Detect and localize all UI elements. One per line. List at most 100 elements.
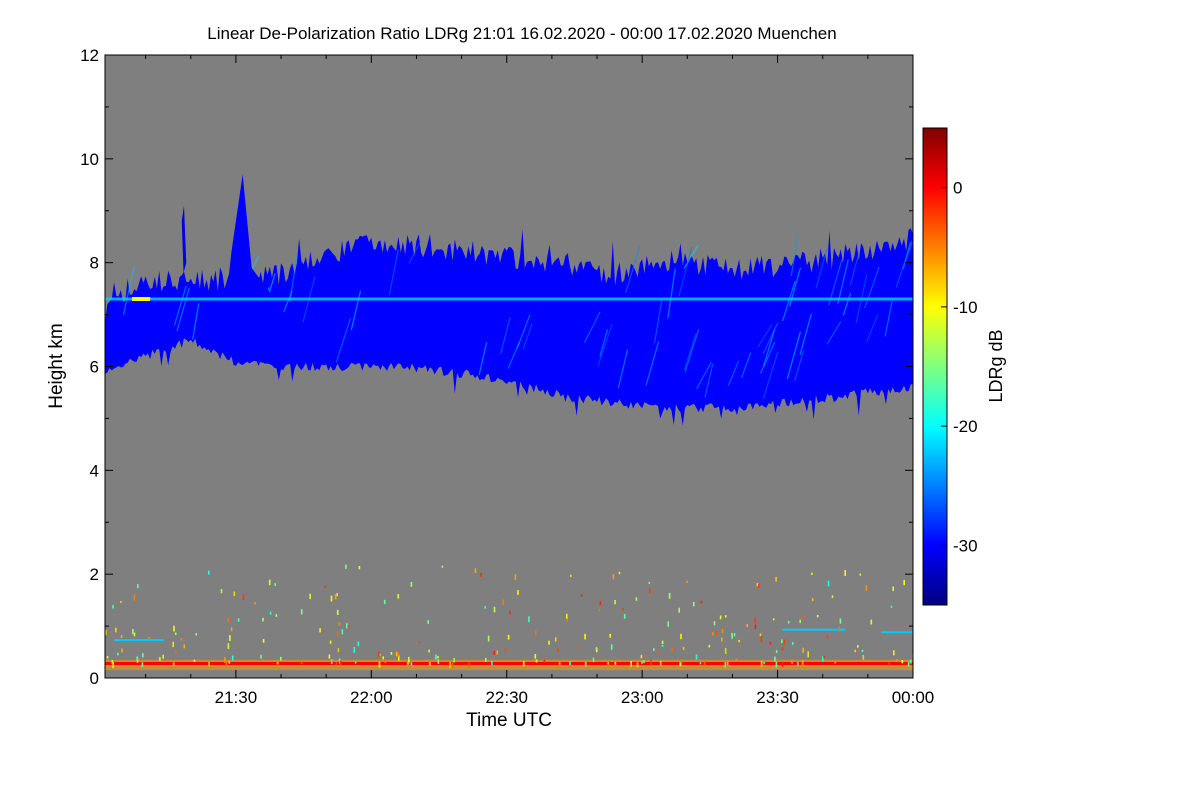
sparse-return <box>754 624 757 630</box>
sparse-return <box>772 618 775 621</box>
sparse-return <box>735 658 738 662</box>
sparse-return <box>577 646 580 649</box>
sparse-return <box>783 639 786 644</box>
sparse-return <box>816 615 819 618</box>
sparse-return <box>910 659 912 664</box>
sparse-return <box>183 644 186 649</box>
sparse-return <box>328 654 331 659</box>
sparse-return <box>700 600 703 604</box>
sparse-return <box>384 660 387 664</box>
sparse-return <box>429 662 431 666</box>
cloud-streak <box>653 298 663 344</box>
sparse-return <box>358 566 361 570</box>
sparse-return <box>485 658 487 662</box>
sparse-return <box>338 622 341 626</box>
x-tick-label: 22:00 <box>350 688 393 707</box>
sparse-return <box>724 648 727 655</box>
sparse-return <box>133 594 136 601</box>
cloud-streak <box>762 351 779 399</box>
sparse-return <box>811 598 814 602</box>
sparse-return <box>901 660 904 664</box>
sparse-return <box>667 621 669 627</box>
sparse-return <box>509 610 511 615</box>
sparse-return <box>111 660 114 665</box>
sparse-return <box>584 661 587 667</box>
sparse-return <box>496 650 499 655</box>
sparse-return <box>566 618 568 622</box>
sparse-return <box>570 574 572 577</box>
cloud-streak <box>842 292 852 316</box>
cloud-streak <box>727 361 740 386</box>
sparse-return <box>708 644 711 648</box>
sparse-return <box>769 641 772 645</box>
sparse-return <box>598 609 601 612</box>
sparse-return <box>686 580 688 583</box>
sparse-return <box>528 616 530 623</box>
cloud-streak <box>122 266 135 315</box>
sparse-return <box>643 660 645 664</box>
sparse-return <box>775 650 778 653</box>
sparse-return <box>774 656 776 662</box>
sparse-return <box>142 653 144 658</box>
sparse-return <box>659 661 662 666</box>
sparse-return <box>280 656 282 661</box>
sparse-return <box>115 627 117 633</box>
cloud-streak <box>790 231 799 277</box>
x-axis-label: Time UTC <box>466 710 552 731</box>
sparse-return <box>398 655 400 661</box>
colorbar-tick-label: 0 <box>953 179 962 198</box>
sparse-return <box>721 637 723 642</box>
sparse-return <box>437 655 439 659</box>
sparse-return <box>208 662 210 667</box>
cloud-streak <box>757 324 773 348</box>
y-tick-label: 2 <box>90 565 99 584</box>
sparse-return <box>890 605 893 608</box>
sparse-return <box>162 654 164 659</box>
cloud-streak <box>408 240 422 264</box>
thin-layer-peak <box>132 297 151 301</box>
sparse-return <box>137 584 139 589</box>
sparse-return <box>839 618 842 624</box>
x-tick-label: 21:30 <box>215 688 258 707</box>
sparse-return <box>640 654 643 659</box>
sparse-return <box>231 655 234 661</box>
sparse-return <box>622 607 624 611</box>
sparse-return <box>517 590 519 595</box>
sparse-return <box>715 631 717 636</box>
cloud-streak <box>799 313 812 356</box>
cloud-streak <box>192 303 200 340</box>
sparse-return <box>395 651 398 657</box>
surface-layer-band <box>105 659 913 671</box>
sparse-return <box>558 662 561 665</box>
cloud-streak <box>478 342 488 375</box>
sparse-return <box>336 609 339 616</box>
colorbar-tick-label: -20 <box>953 417 978 436</box>
y-tick-label: 8 <box>90 254 99 273</box>
thin-layer <box>105 297 913 301</box>
sparse-return <box>449 662 451 668</box>
sparse-return <box>896 658 898 663</box>
sparse-return <box>763 661 765 665</box>
sparse-return <box>493 606 496 613</box>
sparse-return <box>172 662 175 666</box>
sparse-return <box>713 621 716 626</box>
sparse-return <box>105 629 107 636</box>
sparse-return <box>502 599 505 606</box>
sparse-return <box>554 637 557 642</box>
sparse-return <box>378 661 381 668</box>
sparse-return <box>534 654 537 659</box>
sparse-return <box>173 625 175 632</box>
sparse-return <box>335 661 338 665</box>
y-tick-label: 10 <box>80 150 99 169</box>
cloud-streak <box>704 363 714 398</box>
sparse-return <box>468 662 470 667</box>
sparse-return <box>172 641 174 648</box>
low-layer-segment <box>114 639 164 642</box>
cloud-streak <box>176 287 190 332</box>
cloud-streak <box>645 341 660 386</box>
sparse-return <box>269 611 272 615</box>
cloud-streak <box>837 259 849 304</box>
sparse-return <box>721 628 724 634</box>
sparse-return <box>227 643 230 649</box>
sparse-return <box>262 617 264 622</box>
